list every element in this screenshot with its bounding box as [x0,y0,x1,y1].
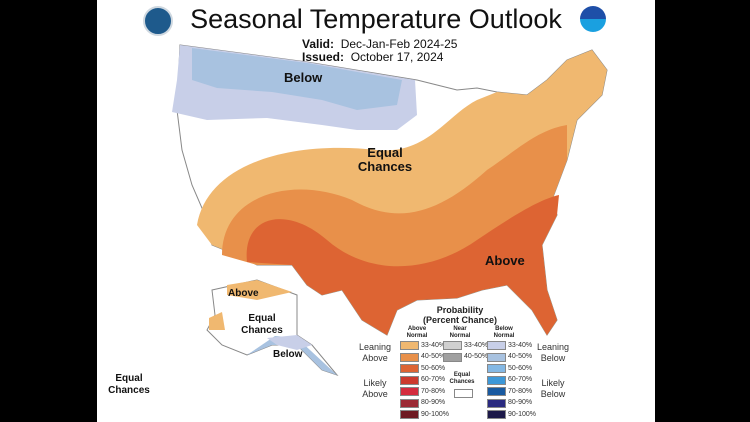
page-title: Seasonal Temperature Outlook [190,4,562,34]
legend-range-above-5: 80-90% [421,399,446,406]
legend-swatch-below-3 [487,375,506,385]
legend-swatch-near-1 [443,352,462,362]
noaa-logo [580,6,606,32]
alaska-below [247,336,337,375]
legend-range-above-6: 90-100% [421,410,450,418]
label-ak-equal: Equal Chances [241,313,283,336]
legend-range-below-3: 60-70% [508,376,533,383]
label-ak-above: Above [228,288,259,299]
legend-swatch-above-3 [400,375,419,385]
legend-swatch-above-0 [400,341,419,350]
alaska-above [209,280,292,330]
legend-swatch-below-4 [487,387,506,396]
legend-range-above-3: 60-70% [421,376,446,383]
legend-col-near: Near Normal [449,326,471,339]
legend-range-above-2: 50-60% [421,364,446,372]
us-map [172,44,608,377]
legend-swatch-equal [454,389,473,398]
legend-range-below-4: 70-80% [508,387,533,395]
legend-range-below-6: 90-100% [508,410,537,418]
legend-swatch-below-0 [487,341,506,350]
issued-line: Issued: October 17, 2024 [302,50,444,64]
valid-line: Valid: Dec-Jan-Feb 2024-25 [302,37,458,51]
above-50-60-region [246,195,559,335]
legend-swatch-below-5 [487,398,506,408]
legend-swatch-above-4 [400,387,419,396]
legend-range-below-0: 33-40% [508,341,533,349]
alaska-below-lean [267,335,312,350]
legend-range-above-1: 40-50% [421,353,446,360]
legend-col-above: Above Normal [406,326,428,339]
outlook-map-canvas: Seasonal Temperature Outlook Valid: Dec-… [97,0,655,422]
legend-range-below-5: 80-90% [508,399,533,406]
legend-leaning-below: Leaning Below [536,342,570,363]
legend-title: Probability [436,305,484,315]
legend-equal-chances: Equal Chances [449,372,475,385]
legend-swatch-below-1 [487,352,506,362]
legend-likely-above: Likely Above [362,378,388,399]
legend-swatch-below-2 [487,364,506,373]
label-equal-chances: Equal Chances [357,145,413,174]
legend-swatch-above-1 [400,352,419,362]
below-40-50-region [192,48,402,110]
legend-range-below-2: 50-60% [508,364,533,372]
doc-seal-logo [143,6,173,36]
legend-range-near-0: 33-40% [464,341,489,349]
legend-leaning-above: Leaning Above [358,342,392,363]
legend-range-above-0: 33-40% [421,341,446,349]
label-hi-equal: Equal Chances [108,373,150,396]
legend-range-below-1: 40-50% [508,353,533,360]
legend-col-below: Below Normal [493,326,515,339]
label-below: Below [284,70,323,85]
legend-swatch-above-2 [400,364,419,373]
legend-swatch-above-5 [400,398,419,408]
legend-swatch-near-0 [443,341,462,350]
legend-swatch-above-6 [400,410,419,419]
legend-swatch-below-6 [487,410,506,419]
legend-range-near-1: 40-50% [464,353,489,360]
legend-likely-below: Likely Below [540,378,566,399]
legend-range-above-4: 70-80% [421,387,446,395]
label-above: Above [485,253,525,268]
label-ak-below: Below [273,349,303,360]
legend-subtitle: (Percent Chance) [422,315,498,325]
